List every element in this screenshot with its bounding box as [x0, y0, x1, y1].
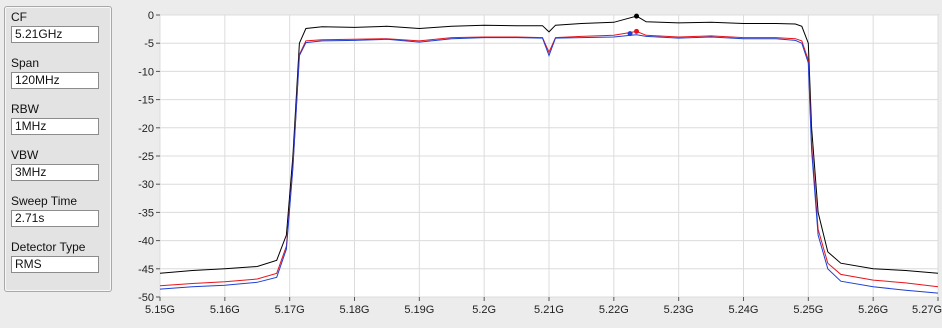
settings-panel: CF 5.21GHz Span 120MHz RBW 1MHz VBW 3MHz…	[4, 6, 112, 292]
x-tick-label: 5.16G	[210, 304, 240, 316]
param-label: Span	[11, 56, 40, 70]
spectrum-chart: 0 -5 -10 -15 -20 -25 -30 -35 -40 -45 -50 5.15G 5.16…	[120, 3, 942, 325]
x-tick-label: 5.23G	[664, 304, 694, 316]
x-tick-label: 5.24G	[729, 304, 759, 316]
x-tick-label: 5.15G	[145, 304, 175, 316]
spectrum-plot: 0 -5 -10 -15 -20 -25 -30 -35 -40 -45 -50 5.15G 5.16…	[138, 10, 942, 316]
x-tick-label: 5.19G	[404, 304, 434, 316]
y-tick-label: -5	[144, 38, 154, 50]
grid-lines	[159, 14, 939, 298]
detector-type-field[interactable]: RMS	[11, 256, 99, 273]
trace-lines	[159, 15, 939, 294]
param-label: Detector Type	[11, 240, 86, 254]
y-tick-label: -25	[138, 151, 154, 163]
center-frequency-field[interactable]: 5.21GHz	[11, 26, 99, 43]
trace-marker-1[interactable]	[634, 28, 640, 34]
trace-markers	[627, 13, 640, 37]
vbw-field[interactable]: 3MHz	[11, 164, 99, 181]
y-tick-label: 0	[148, 10, 154, 22]
sweep-time-field[interactable]: 2.71s	[11, 210, 99, 227]
y-tick-label: -35	[138, 207, 154, 219]
param-label: CF	[11, 10, 27, 24]
x-tick-label: 5.21G	[534, 304, 564, 316]
param-label: RBW	[11, 102, 39, 116]
param-label: VBW	[11, 148, 39, 162]
x-tick-label: 5.17G	[275, 304, 305, 316]
x-tick-label: 5.22G	[599, 304, 629, 316]
x-tick-label: 5.2G	[472, 304, 496, 316]
trace-marker-0[interactable]	[634, 13, 640, 19]
trace-0	[159, 15, 939, 274]
trace-marker-2[interactable]	[627, 31, 633, 37]
x-tick-label: 5.27G	[912, 304, 942, 316]
rbw-field[interactable]: 1MHz	[11, 118, 99, 135]
y-tick-label: -10	[138, 66, 154, 78]
span-field[interactable]: 120MHz	[11, 72, 99, 89]
y-tick-label: -40	[138, 236, 154, 248]
y-axis: 0 -5 -10 -15 -20 -25 -30 -35 -40 -45 -50	[138, 10, 160, 304]
param-label: Sweep Time	[11, 194, 78, 208]
y-tick-label: -45	[138, 264, 154, 276]
x-axis: 5.15G 5.16G 5.17G 5.18G 5.19G 5.2G 5.21G 5.22G 5…	[145, 297, 942, 316]
y-tick-label: -30	[138, 179, 154, 191]
x-tick-label: 5.25G	[793, 304, 823, 316]
y-tick-label: -50	[138, 292, 154, 304]
y-tick-label: -20	[138, 123, 154, 135]
x-tick-label: 5.26G	[858, 304, 888, 316]
y-tick-label: -15	[138, 95, 154, 107]
trace-2	[159, 34, 939, 294]
x-tick-label: 5.18G	[340, 304, 370, 316]
